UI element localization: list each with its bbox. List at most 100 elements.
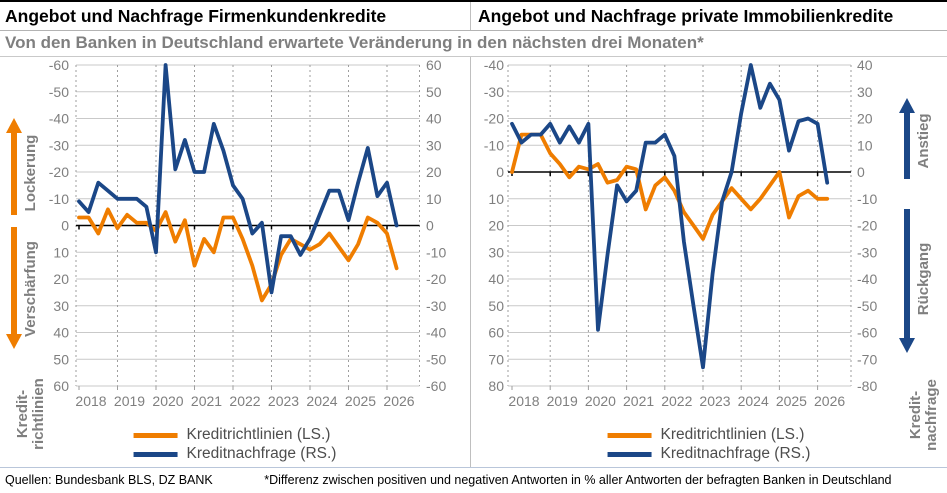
y-axis-right-tick: 50 (426, 84, 442, 100)
axis-direction-label-up: Anstieg (915, 113, 932, 168)
y-axis-left-tick: 40 (488, 271, 504, 287)
legend-item-kreditnachfrage: Kreditnachfrage (RS.) (133, 445, 337, 463)
axis-direction-label-up: Lockerung (22, 135, 39, 212)
legend-label-kreditnachfrage: Kreditnachfrage (RS.) (186, 445, 337, 462)
panel-immobilienkredite: -40 40 -30 30 -20 20 -10 10 0 0 10 -10 20 -20 30 -30 40 -… (470, 57, 947, 467)
y-axis-left-tick: 80 (488, 378, 504, 394)
line-chart-immobilienkredite: -40 40 -30 30 -20 20 -10 10 0 0 10 -10 20 -20 30 -30 40 -… (484, 57, 940, 451)
y-axis-left-tick: 0 (61, 218, 69, 234)
y-axis-left-tick: 20 (488, 218, 504, 234)
legend-swatch-kreditnachfrage (607, 451, 652, 457)
panel-firmenkundenkredite: -60 60 -50 50 -40 40 -30 30 -20 20 -10 10 0 0 10 -10 20 -… (0, 57, 470, 467)
y-axis-left-tick: 30 (53, 298, 69, 314)
axis-series-label: nachfrage (923, 379, 940, 451)
y-axis-left-tick: 0 (496, 164, 504, 180)
series-line-nachfrage (77, 63, 399, 295)
axis-series-label: richtlinien (30, 378, 47, 450)
footer-sources: Quellen: Bundesbank BLS, DZ BANK (5, 473, 213, 487)
axis-direction-label-down: Verschärfung (22, 241, 39, 337)
axis-series-label: Kredit- (14, 390, 31, 438)
x-axis-year-label: 2018 (508, 393, 539, 409)
y-axis-right-tick: 20 (857, 111, 873, 127)
y-axis-right-tick: 0 (426, 218, 434, 234)
y-axis-right-tick: 60 (426, 57, 442, 73)
footer-footnote: *Differenz zwischen positiven und negati… (264, 473, 892, 487)
line-chart-firmenkundenkredite: -60 60 -50 50 -40 40 -30 30 -20 20 -10 10 0 0 10 -10 20 -… (6, 57, 446, 450)
y-axis-right-tick: 10 (426, 191, 442, 207)
series-line-nachfrage (510, 63, 830, 370)
y-axis-right-tick: 10 (857, 137, 873, 153)
title-row: Angebot und Nachfrage Firmenkundenkredit… (0, 2, 947, 31)
y-axis-left-tick: 70 (488, 351, 504, 367)
y-axis-right-tick: -40 (426, 325, 446, 341)
legend-swatch-kreditnachfrage (133, 451, 178, 457)
y-axis-left-tick: -60 (49, 57, 69, 73)
y-axis-right-tick: -20 (857, 218, 877, 234)
legend-swatch-kreditrichtlinien (607, 432, 652, 438)
y-axis-left-tick: -10 (484, 137, 504, 153)
y-axis-left-tick: 50 (488, 298, 504, 314)
arrow-up-icon-head (899, 98, 915, 113)
arrow-down-icon-head (6, 334, 22, 349)
y-axis-right-tick: -10 (426, 244, 446, 260)
y-axis-right-tick: -50 (857, 298, 877, 314)
y-axis-right-tick: -50 (426, 351, 446, 367)
legend-label-kreditnachfrage: Kreditnachfrage (RS.) (660, 445, 811, 462)
y-axis-right-tick: -70 (857, 351, 877, 367)
y-axis-left-tick: 30 (488, 244, 504, 260)
x-axis-year-label: 2020 (585, 393, 616, 409)
y-axis-right-tick: -80 (857, 378, 877, 394)
legend-item-kreditrichtlinien: Kreditrichtlinien (LS.) (607, 426, 811, 444)
y-axis-left-tick: -30 (484, 84, 504, 100)
chart-title-immobilienkredite: Angebot und Nachfrage private Immobilien… (470, 2, 947, 30)
footer: Quellen: Bundesbank BLS, DZ BANK *Differ… (0, 467, 947, 493)
x-axis-year-label: 2024 (306, 393, 337, 409)
x-axis-year-label: 2021 (623, 393, 654, 409)
y-axis-left-tick: -30 (49, 137, 69, 153)
x-axis-year-label: 2025 (776, 393, 807, 409)
x-axis-year-label: 2023 (699, 393, 730, 409)
y-axis-left-tick: 10 (488, 191, 504, 207)
legend-label-kreditrichtlinien: Kreditrichtlinien (LS.) (186, 426, 331, 443)
arrow-down-icon-head (899, 338, 915, 353)
axis-direction-label-down: Rückgang (915, 243, 932, 316)
legend-item-kreditnachfrage: Kreditnachfrage (RS.) (607, 445, 811, 463)
y-axis-right-tick: -20 (426, 271, 446, 287)
series-line-richtlinien (510, 132, 830, 241)
x-axis-year-label: 2020 (152, 393, 183, 409)
y-axis-left-tick: 10 (53, 244, 69, 260)
y-axis-right-tick: 20 (426, 164, 442, 180)
arrow-up-icon-head (6, 118, 22, 133)
y-axis-right-tick: -30 (426, 298, 446, 314)
y-axis-left-tick: -40 (484, 57, 504, 73)
y-axis-left-tick: 20 (53, 271, 69, 287)
x-axis-year-label: 2022 (661, 393, 692, 409)
legend-label-kreditrichtlinien: Kreditrichtlinien (LS.) (660, 426, 805, 443)
x-axis-year-label: 2019 (114, 393, 145, 409)
y-axis-right-tick: 40 (426, 111, 442, 127)
y-axis-right-tick: 30 (857, 84, 873, 100)
y-axis-left-tick: 50 (53, 351, 69, 367)
x-axis-year-label: 2019 (547, 393, 578, 409)
axis-series-label: Kredit- (907, 391, 924, 439)
y-axis-left-tick: -40 (49, 111, 69, 127)
x-axis-year-label: 2026 (383, 393, 414, 409)
y-axis-right-tick: -10 (857, 191, 877, 207)
y-axis-right-tick: -30 (857, 244, 877, 260)
x-axis-year-label: 2023 (268, 393, 299, 409)
y-axis-right-tick: 0 (857, 164, 865, 180)
x-axis-year-label: 2024 (738, 393, 769, 409)
y-axis-left-tick: -50 (49, 84, 69, 100)
legend-swatch-kreditrichtlinien (133, 432, 178, 438)
y-axis-right-tick: 30 (426, 137, 442, 153)
x-axis-year-label: 2021 (191, 393, 222, 409)
y-axis-left-tick: -10 (49, 191, 69, 207)
y-axis-right-tick: 40 (857, 57, 873, 73)
y-axis-left-tick: 60 (488, 325, 504, 341)
charts-row: -60 60 -50 50 -40 40 -30 30 -20 20 -10 10 0 0 10 -10 20 -… (0, 57, 947, 467)
x-axis-year-label: 2025 (345, 393, 376, 409)
y-axis-right-tick: -40 (857, 271, 877, 287)
legend-immobilienkredite: Kreditrichtlinien (LS.) Kreditnachfrage … (607, 426, 811, 463)
y-axis-right-tick: -60 (857, 325, 877, 341)
